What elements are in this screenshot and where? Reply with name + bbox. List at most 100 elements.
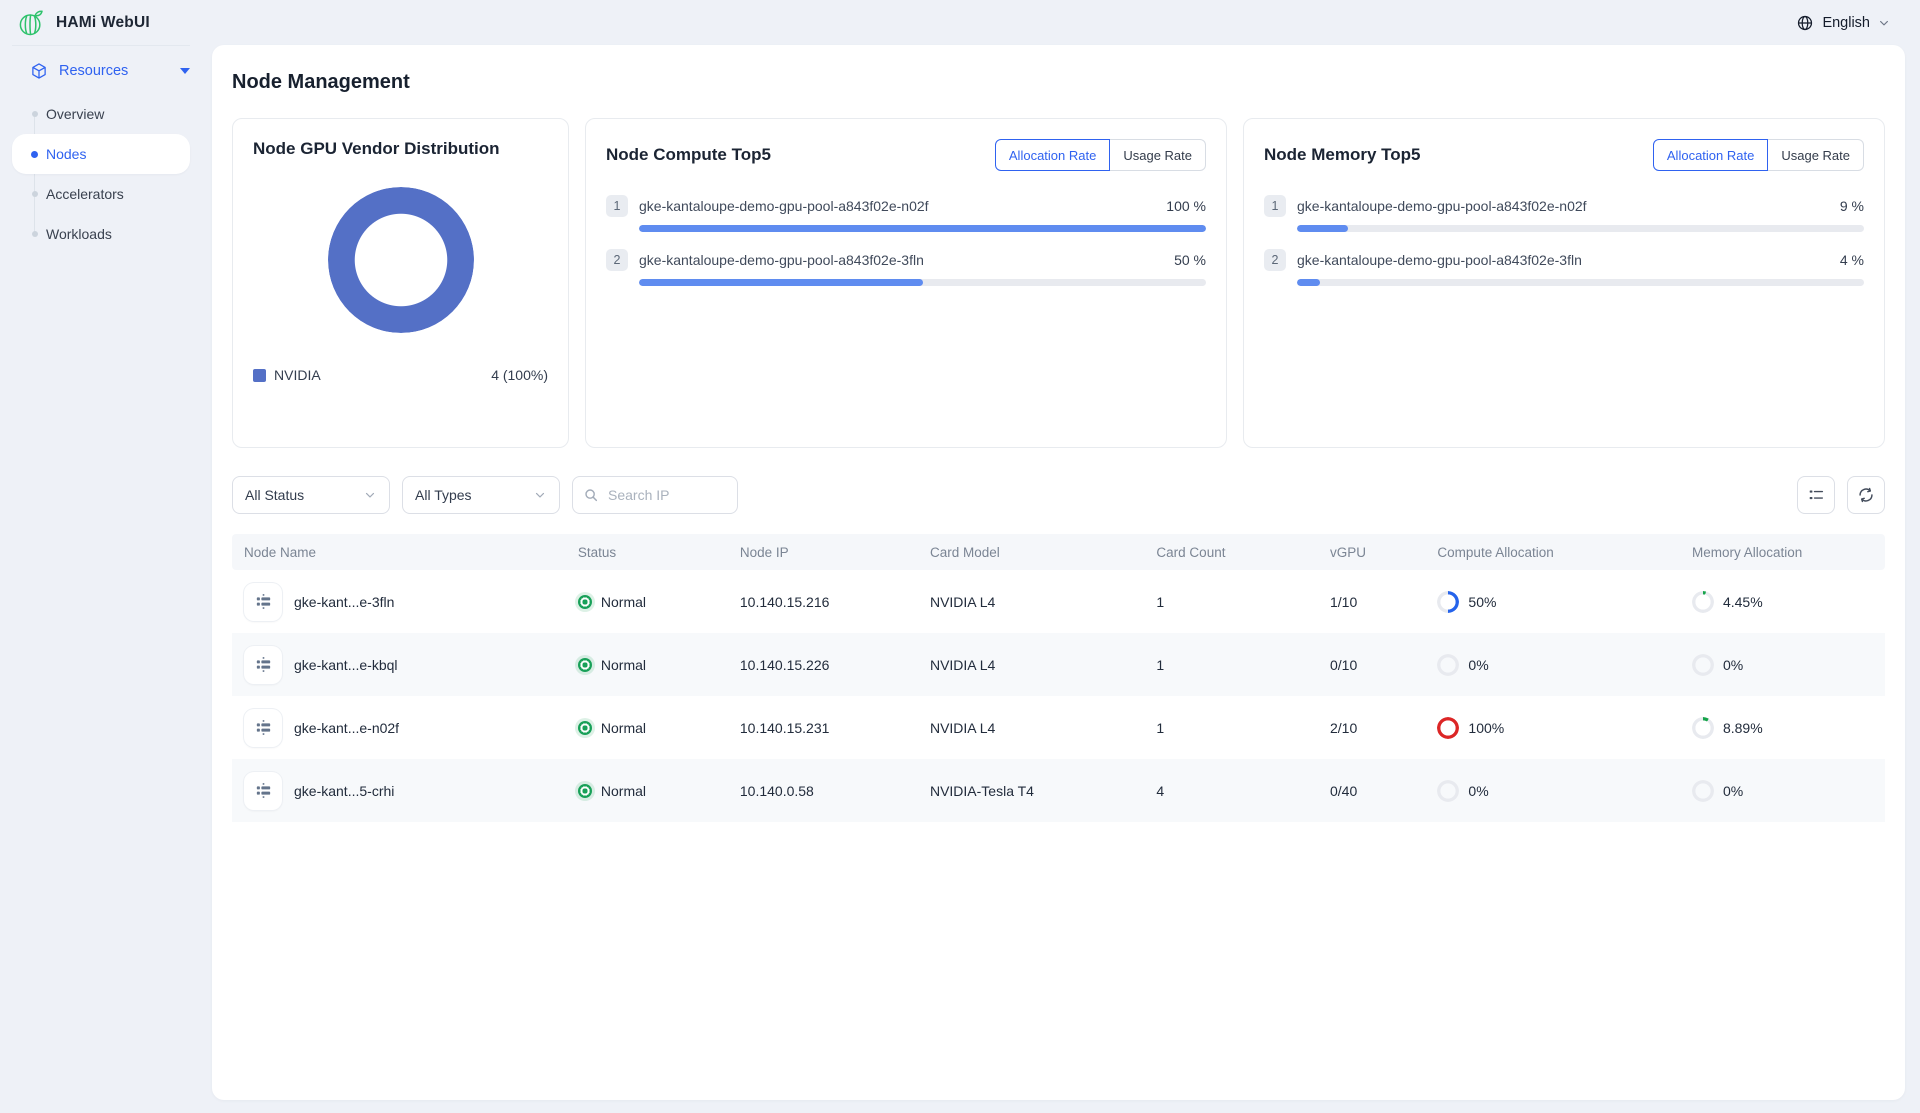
- chevron-down-icon: [1878, 17, 1890, 29]
- sidebar-section-resources[interactable]: Resources: [0, 50, 212, 92]
- memory-usage-rate-tab[interactable]: Usage Rate: [1768, 139, 1864, 171]
- refresh-button[interactable]: [1847, 476, 1885, 514]
- sidebar-section-label: Resources: [59, 63, 128, 79]
- compute-top5-list: 1 gke-kantaloupe-demo-gpu-pool-a843f02e-…: [606, 195, 1206, 286]
- memory-allocation-ring: [1692, 717, 1714, 739]
- top5-node-name: gke-kantaloupe-demo-gpu-pool-a843f02e-n0…: [1297, 198, 1587, 214]
- rank-badge: 2: [1264, 249, 1286, 271]
- sidebar: HAMi WebUI Resources Overview Node: [0, 0, 212, 1113]
- chevron-down-icon: [363, 488, 377, 502]
- node-ip: 10.140.15.216: [728, 594, 918, 610]
- sidebar-item-label: Workloads: [46, 226, 112, 242]
- memory-allocation-text: 4.45%: [1723, 594, 1763, 610]
- main-panel: Node Management Node GPU Vendor Distribu…: [212, 45, 1905, 1100]
- sidebar-item[interactable]: Nodes: [12, 134, 190, 174]
- top5-row: 2 gke-kantaloupe-demo-gpu-pool-a843f02e-…: [606, 249, 1206, 286]
- top5-row: 2 gke-kantaloupe-demo-gpu-pool-a843f02e-…: [1264, 249, 1864, 286]
- node-ip: 10.140.15.231: [728, 720, 918, 736]
- language-selector[interactable]: English: [1796, 14, 1890, 32]
- sidebar-item-label: Accelerators: [46, 186, 124, 202]
- memory-allocation-text: 8.89%: [1723, 720, 1763, 736]
- vgpu: 0/40: [1318, 783, 1425, 799]
- progress-fill: [1297, 225, 1348, 232]
- type-filter-select[interactable]: All Types: [402, 476, 560, 514]
- summary-cards: Node GPU Vendor Distribution NVIDIA 4 (1…: [232, 118, 1885, 448]
- card-model: NVIDIA L4: [918, 594, 1144, 610]
- top5-value: 50 %: [1162, 252, 1206, 268]
- vendor-donut-chart[interactable]: [328, 187, 474, 333]
- compute-allocation-ring: [1437, 591, 1459, 613]
- compute-usage-rate-tab[interactable]: Usage Rate: [1110, 139, 1206, 171]
- sidebar-item[interactable]: Workloads: [12, 214, 190, 254]
- compute-allocation-text: 0%: [1468, 657, 1488, 673]
- status-text: Normal: [601, 657, 646, 673]
- node-name: gke-kant...e-3fln: [294, 594, 394, 610]
- sidebar-item-dot-icon: [32, 111, 38, 117]
- table-row: gke-kant...e-n02f Normal 10.140.15.231 N…: [232, 696, 1885, 759]
- memory-allocation-rate-tab[interactable]: Allocation Rate: [1653, 139, 1768, 171]
- top-bar: English: [212, 0, 1920, 45]
- memory-allocation-ring: [1692, 591, 1714, 613]
- column-settings-button[interactable]: [1797, 476, 1835, 514]
- node-ip: 10.140.15.226: [728, 657, 918, 673]
- legend-label: NVIDIA: [274, 367, 321, 383]
- legend-value: 4 (100%): [491, 367, 548, 383]
- node-server-icon: [244, 646, 282, 684]
- sidebar-item-label: Overview: [46, 106, 104, 122]
- search-ip-input[interactable]: [606, 486, 727, 504]
- app-title: HAMi WebUI: [56, 14, 150, 32]
- table-header: Node Name Status Node IP Card Model Card…: [232, 534, 1885, 570]
- memory-card-title: Node Memory Top5: [1264, 145, 1420, 165]
- progress-track: [639, 279, 1206, 286]
- vendor-donut-wrap: [253, 187, 548, 333]
- memory-allocation-text: 0%: [1723, 783, 1743, 799]
- sidebar-item[interactable]: Overview: [12, 94, 190, 134]
- status-text: Normal: [601, 783, 646, 799]
- vendor-legend[interactable]: NVIDIA 4 (100%): [253, 367, 548, 383]
- memory-top5-card: Node Memory Top5 Allocation Rate Usage R…: [1243, 118, 1885, 448]
- col-vgpu: vGPU: [1318, 545, 1425, 560]
- hami-logo-icon: [16, 8, 46, 38]
- compute-allocation-text: 50%: [1468, 594, 1496, 610]
- top5-row: 1 gke-kantaloupe-demo-gpu-pool-a843f02e-…: [606, 195, 1206, 232]
- card-count: 1: [1144, 594, 1318, 610]
- card-count: 1: [1144, 720, 1318, 736]
- memory-top5-list: 1 gke-kantaloupe-demo-gpu-pool-a843f02e-…: [1264, 195, 1864, 286]
- sidebar-item-dot-icon: [31, 151, 38, 158]
- status-normal-icon: [578, 784, 592, 798]
- node-name: gke-kant...e-kbql: [294, 657, 398, 673]
- compute-allocation-ring: [1437, 780, 1459, 802]
- rank-badge: 1: [606, 195, 628, 217]
- col-memory-allocation: Memory Allocation: [1680, 545, 1885, 560]
- col-card-model: Card Model: [918, 545, 1144, 560]
- compute-top5-card: Node Compute Top5 Allocation Rate Usage …: [585, 118, 1227, 448]
- memory-allocation-text: 0%: [1723, 657, 1743, 673]
- status-text: Normal: [601, 720, 646, 736]
- node-ip: 10.140.0.58: [728, 783, 918, 799]
- top5-value: 4 %: [1828, 252, 1864, 268]
- sidebar-divider: [12, 45, 190, 46]
- top5-node-name: gke-kantaloupe-demo-gpu-pool-a843f02e-n0…: [639, 198, 929, 214]
- table-row: gke-kant...5-crhi Normal 10.140.0.58 NVI…: [232, 759, 1885, 822]
- vgpu: 2/10: [1318, 720, 1425, 736]
- top5-value: 9 %: [1828, 198, 1864, 214]
- type-filter-value: All Types: [415, 487, 472, 503]
- sidebar-item-label: Nodes: [46, 146, 86, 162]
- main-column: English Node Management Node GPU Vendor …: [212, 0, 1920, 1113]
- compute-allocation-text: 0%: [1468, 783, 1488, 799]
- col-card-count: Card Count: [1144, 545, 1318, 560]
- rank-badge: 1: [1264, 195, 1286, 217]
- status-filter-select[interactable]: All Status: [232, 476, 390, 514]
- compute-allocation-rate-tab[interactable]: Allocation Rate: [995, 139, 1110, 171]
- sidebar-menu: Overview Nodes Accelerators Workloads: [0, 94, 212, 254]
- cube-icon: [30, 62, 48, 80]
- filter-bar: All Status All Types: [232, 476, 1885, 514]
- chevron-down-icon: [533, 488, 547, 502]
- page-title: Node Management: [232, 71, 1885, 94]
- top5-node-name: gke-kantaloupe-demo-gpu-pool-a843f02e-3f…: [639, 252, 924, 268]
- compute-allocation-ring: [1437, 717, 1459, 739]
- card-model: NVIDIA L4: [918, 720, 1144, 736]
- sidebar-item[interactable]: Accelerators: [12, 174, 190, 214]
- top5-row: 1 gke-kantaloupe-demo-gpu-pool-a843f02e-…: [1264, 195, 1864, 232]
- node-name: gke-kant...5-crhi: [294, 783, 394, 799]
